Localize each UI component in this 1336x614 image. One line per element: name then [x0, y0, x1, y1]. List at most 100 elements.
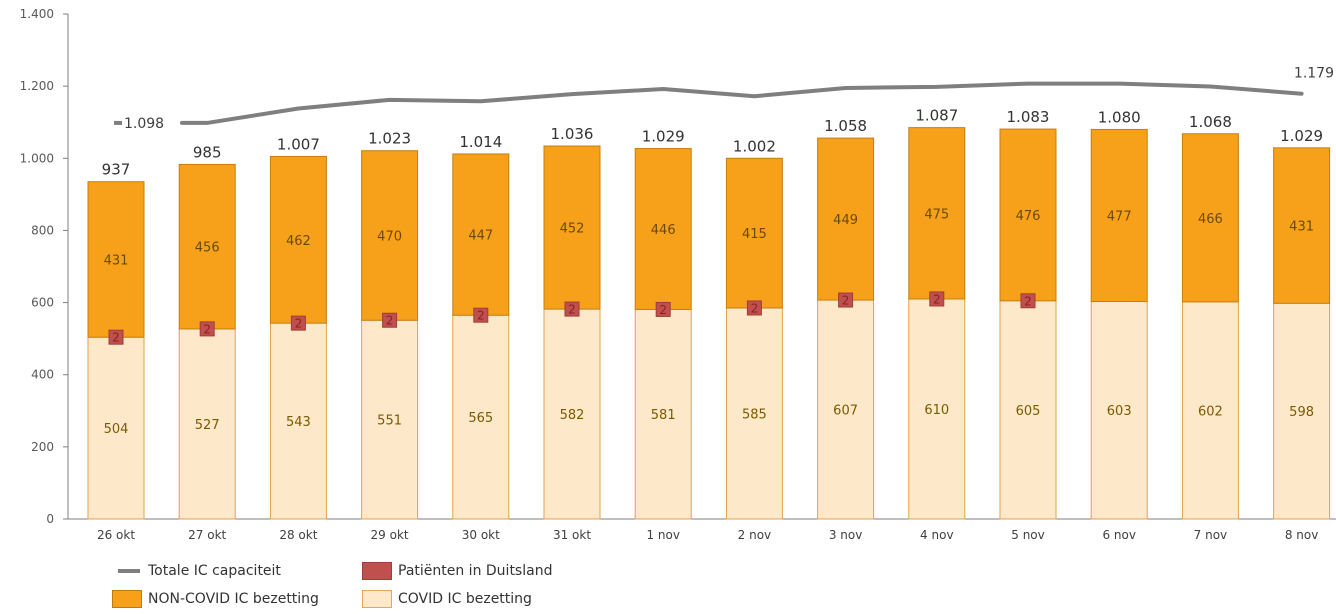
duitsland-label: 2: [568, 303, 576, 317]
capacity-label-last: 1.179: [1294, 66, 1334, 82]
bar-noncovid: [634, 148, 692, 310]
total-value-label: 985: [193, 143, 222, 161]
legend-item-covid: COVID IC bezetting: [362, 588, 532, 610]
bar-duitsland: [655, 301, 671, 317]
bar-duitsland: [838, 292, 854, 308]
covid-value-label: 581: [651, 408, 676, 423]
x-tick-label: 2 nov: [738, 528, 772, 542]
bar-noncovid: [725, 157, 783, 309]
total-value-label: 1.002: [733, 137, 776, 155]
noncovid-value-label: 456: [195, 241, 220, 256]
covid-value-label: 603: [1107, 404, 1132, 419]
x-tick-label: 26 okt: [97, 528, 135, 542]
bar-covid: [634, 308, 692, 520]
duitsland-label: 2: [842, 294, 850, 308]
bar-duitsland: [108, 329, 124, 345]
bar-covid: [452, 314, 510, 520]
covid-value-label: 551: [377, 414, 402, 429]
x-tick-label: 28 okt: [279, 528, 317, 542]
y-tick-label: 400: [31, 368, 54, 382]
y-tick-label: 1.200: [20, 79, 54, 93]
x-tick-label: 29 okt: [371, 528, 409, 542]
legend-line-capacity: [118, 569, 140, 573]
duitsland-label: 2: [295, 317, 303, 331]
bar-noncovid: [999, 128, 1057, 302]
noncovid-value-label: 431: [1289, 220, 1314, 235]
covid-value-label: 602: [1198, 404, 1223, 419]
bar-noncovid: [452, 153, 510, 316]
y-tick-label: 1.000: [20, 151, 54, 165]
noncovid-value-label: 415: [742, 227, 767, 242]
legend-item-noncovid: NON-COVID IC bezetting: [112, 588, 319, 610]
covid-value-label: 610: [924, 403, 949, 418]
covid-value-label: 504: [104, 422, 129, 437]
total-value-label: 937: [102, 161, 131, 179]
bar-duitsland: [564, 301, 580, 317]
total-value-label: 1.029: [1280, 127, 1323, 145]
covid-value-label: 543: [286, 415, 311, 430]
legend-item-duitsland: Patiënten in Duitsland: [362, 560, 552, 582]
noncovid-value-label: 477: [1107, 209, 1132, 224]
covid-value-label: 598: [1289, 405, 1314, 420]
duitsland-label: 2: [1024, 294, 1032, 308]
duitsland-label: 2: [751, 301, 759, 315]
legend-label-covid: COVID IC bezetting: [398, 591, 532, 607]
covid-value-label: 605: [1016, 404, 1041, 419]
noncovid-value-label: 431: [104, 253, 129, 268]
total-value-label: 1.023: [368, 130, 411, 148]
covid-value-label: 607: [833, 404, 858, 419]
noncovid-value-label: 452: [560, 222, 585, 237]
noncovid-value-label: 446: [651, 223, 676, 238]
bar-noncovid: [361, 150, 419, 321]
y-tick-label: 600: [31, 296, 54, 310]
bar-noncovid: [87, 181, 145, 338]
bar-covid: [817, 299, 875, 520]
bar-duitsland: [199, 321, 215, 337]
bar-covid: [178, 328, 236, 520]
bar-covid: [999, 300, 1057, 520]
x-tick-label: 8 nov: [1285, 528, 1319, 542]
total-value-label: 1.058: [824, 117, 867, 135]
total-value-label: 1.068: [1189, 113, 1232, 131]
duitsland-label: 2: [386, 314, 394, 328]
noncovid-value-label: 470: [377, 229, 402, 244]
total-value-label: 1.014: [459, 133, 502, 151]
total-value-label: 1.036: [551, 125, 594, 143]
bar-duitsland: [929, 291, 945, 307]
bar-duitsland: [290, 315, 306, 331]
x-tick-label: 5 nov: [1011, 528, 1045, 542]
legend-swatch-noncovid: [112, 590, 142, 608]
covid-value-label: 582: [560, 408, 585, 423]
legend-label-noncovid: NON-COVID IC bezetting: [148, 591, 319, 607]
x-tick-label: 31 okt: [553, 528, 591, 542]
y-tick-label: 800: [31, 223, 54, 237]
bar-duitsland: [473, 307, 489, 323]
bar-noncovid: [269, 155, 327, 324]
total-value-label: 1.029: [642, 128, 685, 146]
legend-label-duitsland: Patiënten in Duitsland: [398, 563, 553, 579]
y-tick-label: 1.400: [20, 7, 54, 21]
covid-value-label: 585: [742, 407, 767, 422]
x-tick-label: 30 okt: [462, 528, 500, 542]
bar-noncovid: [1273, 147, 1331, 304]
x-tick-label: 6 nov: [1102, 528, 1136, 542]
noncovid-value-label: 462: [286, 234, 311, 249]
bar-noncovid: [1181, 133, 1239, 303]
noncovid-value-label: 447: [468, 229, 493, 244]
legend-swatch-duitsland: [362, 562, 392, 580]
bar-duitsland: [746, 300, 762, 316]
ic-occupancy-chart: 02004006008001.0001.2001.400250443193726…: [20, 7, 1336, 542]
bar-covid: [1273, 302, 1331, 520]
chart-legend: Totale IC capaciteit Patiënten in Duitsl…: [112, 560, 632, 614]
total-value-label: 1.087: [915, 107, 958, 125]
bar-covid: [361, 319, 419, 520]
total-value-label: 1.080: [1098, 108, 1141, 126]
duitsland-label: 2: [933, 292, 941, 306]
legend-label-capacity: Totale IC capaciteit: [148, 563, 281, 579]
covid-value-label: 527: [195, 418, 220, 433]
bar-covid: [543, 308, 601, 520]
bar-duitsland: [382, 312, 398, 328]
x-tick-label: 27 okt: [188, 528, 226, 542]
x-tick-label: 7 nov: [1194, 528, 1228, 542]
duitsland-label: 2: [112, 331, 120, 345]
